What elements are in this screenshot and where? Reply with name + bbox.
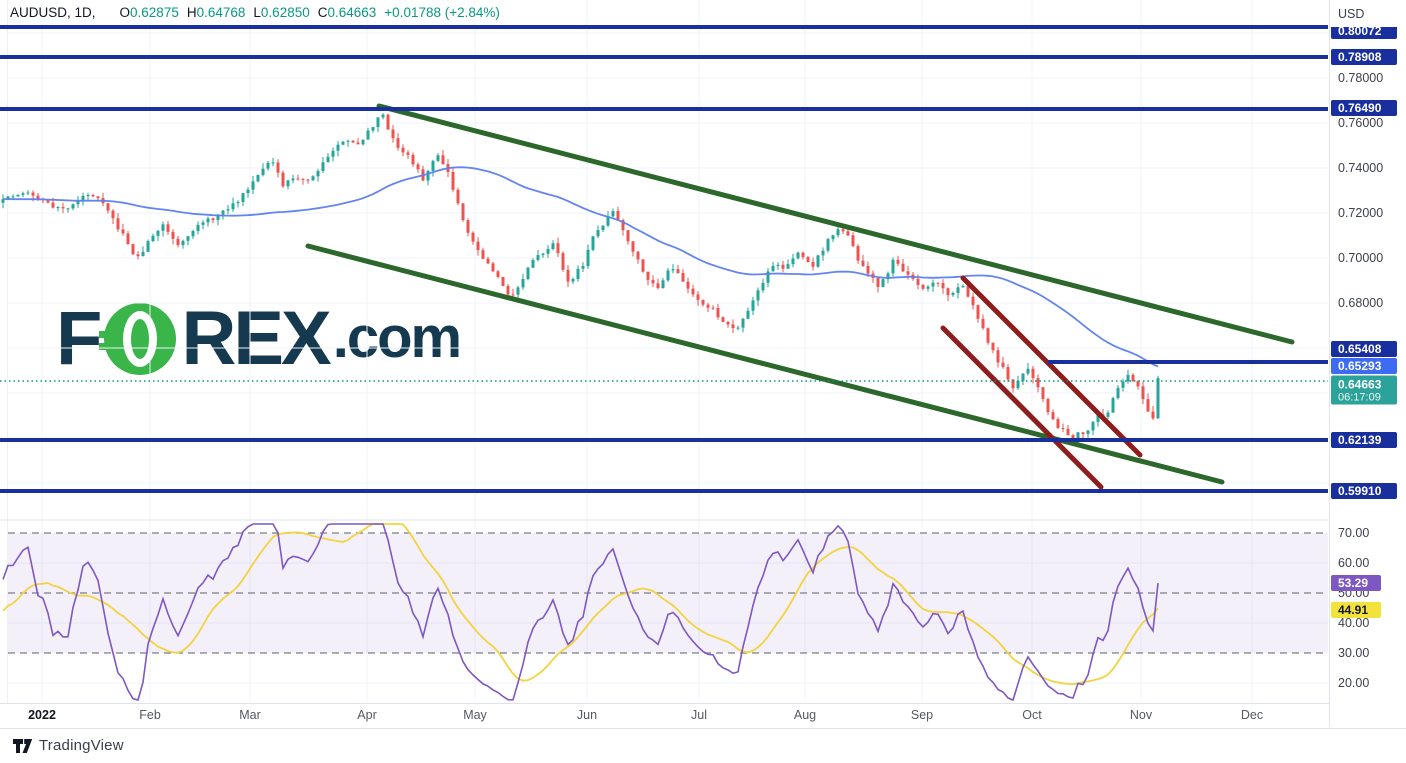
close-label: C: [317, 5, 328, 20]
time-tick-Sep: Sep: [910, 708, 934, 722]
forex-logo-rex: REX: [181, 296, 331, 381]
time-tick-May: May: [463, 708, 487, 722]
ma-line[interactable]: [2, 166, 1159, 368]
price-badge-0.64663: 0.64663 06:17:09: [1331, 375, 1397, 405]
lower-green-channel[interactable]: [305, 243, 1225, 485]
time-axis[interactable]: 2022 Feb Mar Apr May Jun Jul Aug Sep Oct Nov Dec: [0, 703, 1406, 729]
symbol-legend[interactable]: AUDUSD, 1D, O0.62875 H0.64768 L0.62850 C0.64…: [10, 5, 500, 20]
low-value: 0.62850: [260, 5, 310, 20]
time-tick-Oct: Oct: [1022, 708, 1042, 722]
lower-red-channel[interactable]: [940, 325, 1104, 490]
price-badge-44.91: 44.91: [1331, 602, 1381, 618]
forex-logo-zero: [123, 311, 158, 367]
time-tick-2022: 2022: [28, 708, 56, 722]
change-value: +0.01788 (+2.84%): [384, 5, 500, 20]
scale-tick-label: 20.00: [1338, 676, 1370, 690]
price-badge-0.78908: 0.78908: [1331, 49, 1397, 65]
price-badge-0.80072: 0.80072: [1331, 23, 1397, 39]
time-tick-Nov: Nov: [1129, 708, 1153, 722]
scale-tick-label: 60.00: [1338, 556, 1370, 570]
price-badge-0.65408: 0.65408: [1331, 341, 1397, 357]
scale-tick-label: 0.72000: [1338, 206, 1384, 220]
time-tick-Jul: Jul: [691, 708, 707, 722]
price-badge-0.62139: 0.62139: [1331, 432, 1397, 448]
price-badge-0.65293: 0.65293: [1331, 358, 1397, 374]
price-badge-53.29: 53.29: [1331, 575, 1381, 591]
time-tick-Apr: Apr: [357, 708, 377, 722]
time-tick-Dec: Dec: [1240, 708, 1264, 722]
price-badge-0.76490: 0.76490: [1331, 100, 1397, 116]
scale-tick-label: 0.76000: [1338, 116, 1384, 130]
scale-tick-label: 0.74000: [1338, 161, 1384, 175]
symbol-title: AUDUSD, 1D,: [10, 5, 96, 20]
tradingview-attribution[interactable]: TradingView: [12, 736, 124, 755]
forex-logo-o-icon: [99, 303, 177, 375]
price-badge-0.59910: 0.59910: [1331, 483, 1397, 499]
forex-logo-f: F: [56, 296, 102, 381]
currency-label: USD: [1338, 7, 1365, 21]
rsi-ma-line: [2, 523, 1159, 686]
scale-tick-label: 0.70000: [1338, 251, 1384, 265]
tradingview-brand-text: TradingView: [39, 737, 124, 754]
pane-left-border: [7, 0, 8, 727]
candlestick-series: [1, 113, 1160, 444]
forex-logo-com: .com: [332, 304, 462, 370]
scale-tick-label: 0.78000: [1338, 71, 1384, 85]
rsi-line: [2, 523, 1159, 702]
scale-tick-label: 30.00: [1338, 646, 1370, 660]
price-scale[interactable]: USD 0.78000 0.76000 0.74000 0.72000 0.70000 0…: [1329, 0, 1406, 727]
upper-green-channel[interactable]: [376, 103, 1295, 345]
tradingview-logo-icon: [13, 739, 33, 753]
time-tick-Jun: Jun: [576, 708, 598, 722]
chart-canvas[interactable]: [0, 0, 1328, 727]
low-label: L: [253, 5, 261, 20]
scale-tick-label: 0.68000: [1338, 296, 1384, 310]
close-value: 0.64663: [327, 5, 377, 20]
time-tick-Aug: Aug: [793, 708, 817, 722]
price-scale-header: USD: [1330, 0, 1406, 27]
open-value: 0.62875: [130, 5, 179, 20]
high-value: 0.64768: [196, 5, 246, 20]
forex-com-logo: F REX .com: [56, 296, 462, 381]
high-label: H: [186, 5, 197, 20]
time-tick-Feb: Feb: [139, 708, 161, 722]
scale-tick-label: 70.00: [1338, 526, 1370, 540]
open-label: O: [119, 5, 131, 20]
time-tick-Mar: Mar: [239, 708, 261, 722]
scale-tick-label: 40.00: [1338, 616, 1370, 630]
upper-red-channel[interactable]: [960, 275, 1143, 458]
